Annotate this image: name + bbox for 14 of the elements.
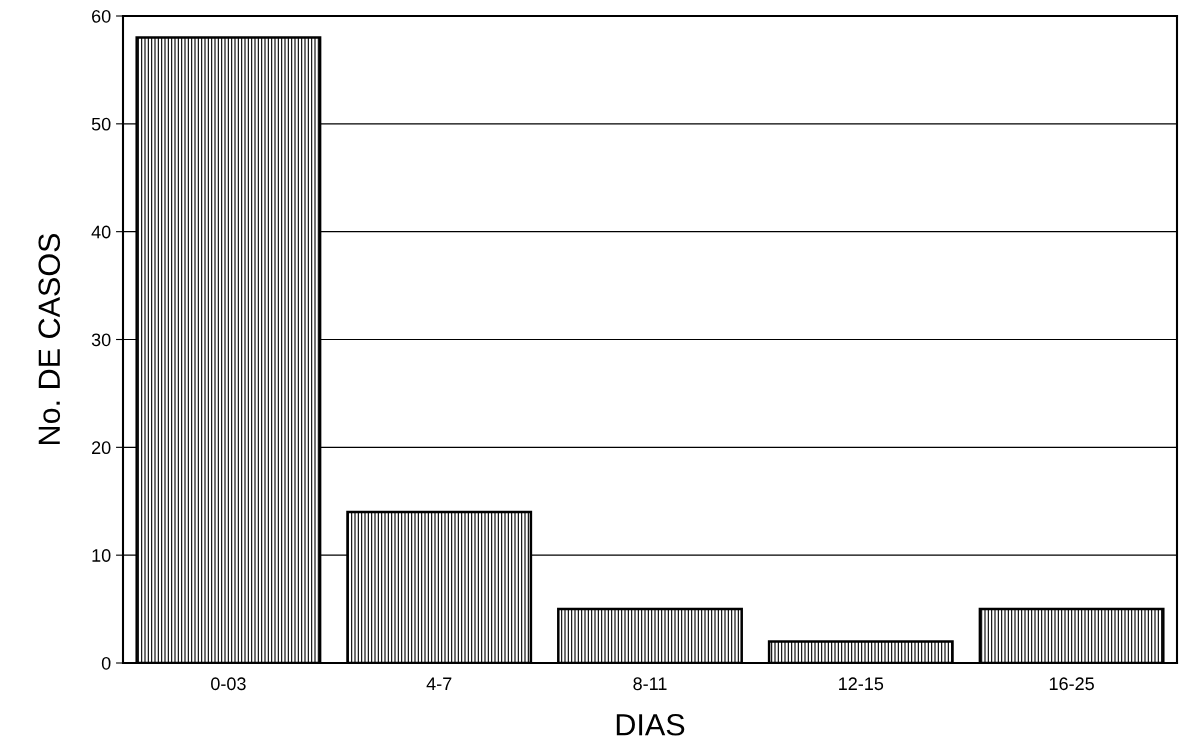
y-tick-label: 0 (101, 656, 111, 670)
x-tick-label: 12-15 (839, 677, 884, 691)
y-axis-title: No. DE CASOS (38, 233, 61, 444)
y-tick-label: 30 (91, 333, 111, 347)
x-tick-label: 0-03 (211, 677, 246, 691)
y-tick-label: 10 (92, 549, 111, 562)
y-tick-label: 20 (92, 441, 111, 455)
x-tick-label: 16-25 (1049, 677, 1094, 691)
x-tick-label: 8-11 (633, 677, 667, 691)
x-axis-title: DIAS (616, 713, 685, 736)
y-tick-label: 60 (92, 9, 111, 23)
y-tick-label: 40 (91, 225, 111, 239)
x-tick-label: 4-7 (426, 677, 452, 690)
y-tick-label: 50 (91, 117, 111, 131)
